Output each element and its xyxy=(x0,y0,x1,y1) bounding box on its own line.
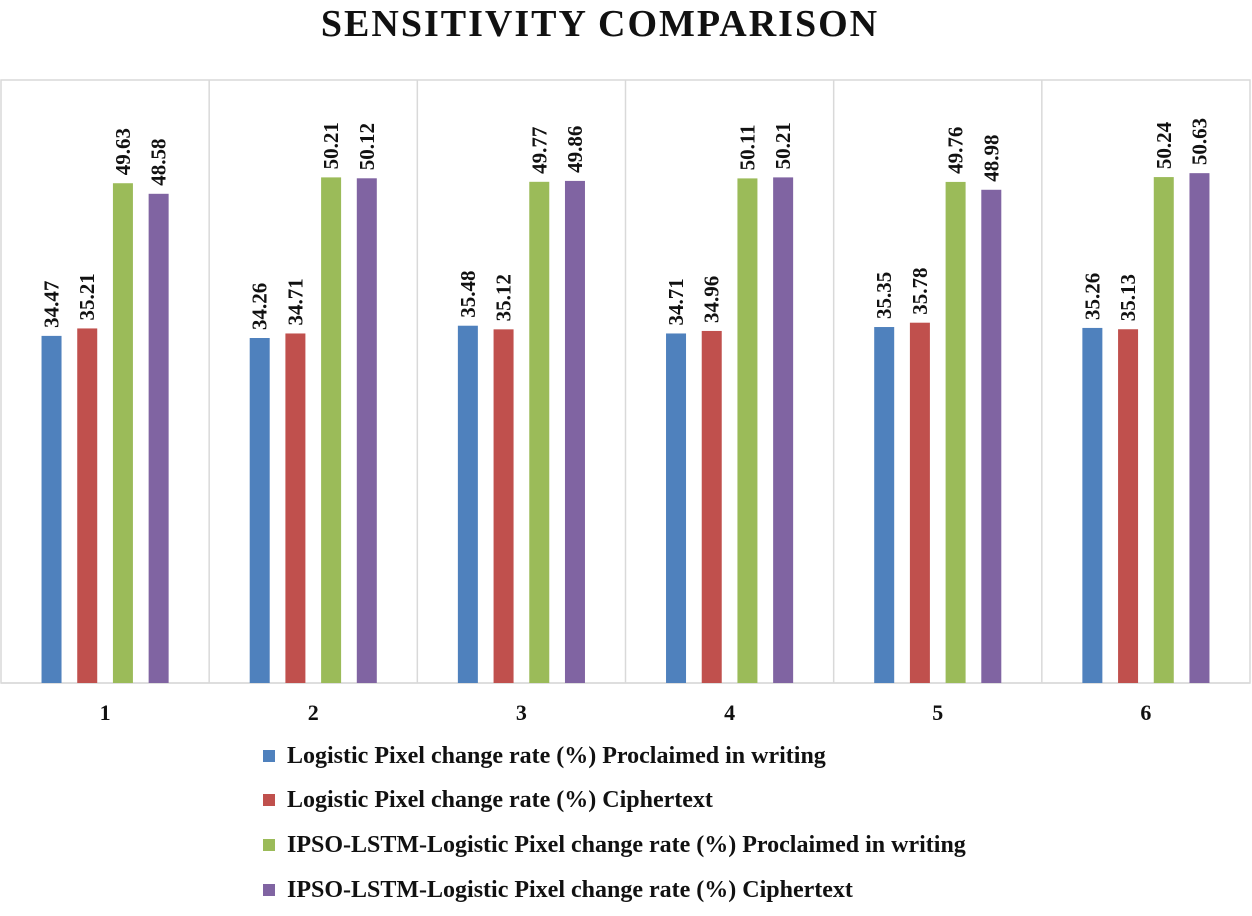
legend-item: IPSO-LSTM-Logistic Pixel change rate (%)… xyxy=(263,877,853,903)
data-label: 35.48 xyxy=(456,270,480,317)
bar-series-2-cat-2 xyxy=(285,333,306,683)
data-label: 34.26 xyxy=(248,283,272,330)
data-label: 50.21 xyxy=(319,122,343,169)
bar-series-1-cat-5 xyxy=(874,327,895,683)
bar-series-3-cat-5 xyxy=(945,181,966,683)
x-tick-label: 5 xyxy=(932,700,943,725)
bar-series-3-cat-3 xyxy=(529,181,550,683)
data-label: 49.63 xyxy=(111,128,135,175)
data-label: 34.71 xyxy=(664,278,688,325)
bar-series-4-cat-6 xyxy=(1189,173,1210,684)
data-label: 49.86 xyxy=(563,126,587,173)
data-label: 34.96 xyxy=(700,276,724,323)
legend-swatch xyxy=(263,794,275,806)
data-label: 34.47 xyxy=(40,281,64,328)
bar-series-2-cat-1 xyxy=(77,328,98,683)
bar-series-3-cat-4 xyxy=(737,178,758,683)
data-label: 35.12 xyxy=(492,274,516,321)
legend-item: Logistic Pixel change rate (%) Ciphertex… xyxy=(263,787,713,813)
bar-series-2-cat-5 xyxy=(909,322,930,683)
x-tick-label: 2 xyxy=(308,700,319,725)
bar-series-2-cat-3 xyxy=(493,329,514,683)
bar-series-4-cat-2 xyxy=(356,178,377,683)
data-label: 48.58 xyxy=(147,139,171,186)
data-label: 50.21 xyxy=(771,122,795,169)
x-tick-label: 1 xyxy=(100,700,111,725)
plot-area: 34.47 35.21 49.63 48.58 1 34.26 34.71 50.21 50.1… xyxy=(0,79,1251,725)
bar-series-3-cat-6 xyxy=(1153,177,1174,684)
data-label: 50.11 xyxy=(735,124,759,170)
bar-series-4-cat-1 xyxy=(148,193,169,684)
legend-item: IPSO-LSTM-Logistic Pixel change rate (%)… xyxy=(263,832,966,858)
data-label: 49.77 xyxy=(527,127,551,174)
x-tick-label: 6 xyxy=(1140,700,1151,725)
data-label: 35.26 xyxy=(1080,273,1104,320)
data-label: 49.76 xyxy=(944,127,968,174)
bar-series-2-cat-6 xyxy=(1118,329,1139,683)
bar-series-2-cat-4 xyxy=(701,330,722,683)
x-tick-label: 4 xyxy=(724,700,735,725)
data-label: 35.21 xyxy=(75,273,99,320)
data-label: 48.98 xyxy=(979,135,1003,182)
data-label: 35.13 xyxy=(1116,274,1140,321)
bar-series-1-cat-3 xyxy=(457,325,478,683)
data-label: 34.71 xyxy=(283,278,307,325)
legend-label: IPSO-LSTM-Logistic Pixel change rate (%)… xyxy=(287,832,966,858)
legend-item: Logistic Pixel change rate (%) Proclaime… xyxy=(263,743,826,769)
bar-series-1-cat-2 xyxy=(249,338,270,683)
legend-swatch xyxy=(263,839,275,851)
data-label: 50.12 xyxy=(355,123,379,170)
bar-series-1-cat-4 xyxy=(666,333,687,683)
legend-label: Logistic Pixel change rate (%) Ciphertex… xyxy=(287,787,713,813)
legend-label: IPSO-LSTM-Logistic Pixel change rate (%)… xyxy=(287,877,853,903)
data-label: 35.35 xyxy=(872,272,896,319)
chart-title: SENSITIVITY COMPARISON xyxy=(321,3,879,45)
data-label: 35.78 xyxy=(908,267,932,314)
data-label: 50.63 xyxy=(1187,118,1211,165)
bar-series-1-cat-1 xyxy=(41,335,62,683)
bar-series-4-cat-4 xyxy=(773,177,794,683)
x-tick-label: 3 xyxy=(516,700,527,725)
legend-swatch xyxy=(263,884,275,896)
bar-series-3-cat-1 xyxy=(112,183,133,684)
legend-label: Logistic Pixel change rate (%) Proclaime… xyxy=(287,743,826,769)
data-label: 50.24 xyxy=(1152,121,1176,169)
bar-series-4-cat-5 xyxy=(981,189,1002,683)
legend-swatch xyxy=(263,750,275,762)
legend: Logistic Pixel change rate (%) Proclaime… xyxy=(263,743,966,903)
bar-series-1-cat-6 xyxy=(1082,327,1103,683)
bar-series-3-cat-2 xyxy=(321,177,342,683)
bar-series-4-cat-3 xyxy=(564,180,585,684)
